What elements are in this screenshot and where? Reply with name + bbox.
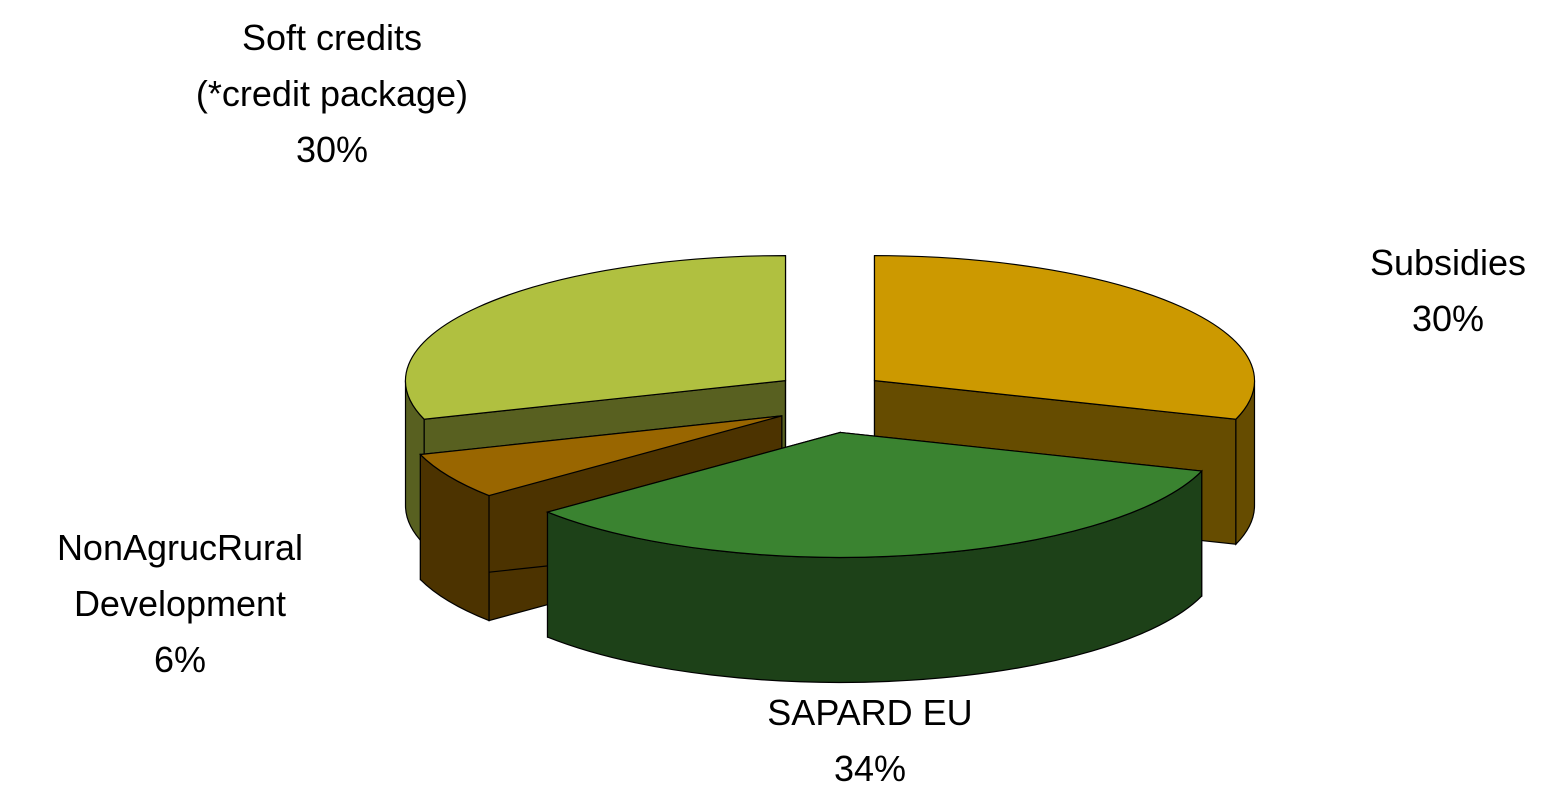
value-label: 34%: [833, 748, 907, 789]
slice-label: NonAgrucRural Development 6%: [10, 520, 350, 688]
slice: [545, 431, 1204, 683]
value-label: 30%: [295, 129, 369, 170]
category-name: SAPARD EU: [767, 692, 973, 733]
value-label: 6%: [153, 639, 207, 680]
value-label: 30%: [1411, 298, 1485, 339]
slice-top: [545, 431, 1204, 558]
slice-top: [873, 255, 1256, 420]
slice-top: [419, 415, 782, 497]
slice-top: [404, 255, 787, 420]
slice-label: SAPARD EU 34%: [710, 685, 1030, 797]
slice-label: Soft credits (*credit package) 30%: [182, 10, 482, 178]
category-name: Soft credits (*credit package): [195, 17, 469, 114]
slice-label: Subsidies 30%: [1338, 235, 1558, 347]
category-name: NonAgrucRural Development: [56, 527, 304, 624]
category-name: Subsidies: [1369, 242, 1527, 283]
